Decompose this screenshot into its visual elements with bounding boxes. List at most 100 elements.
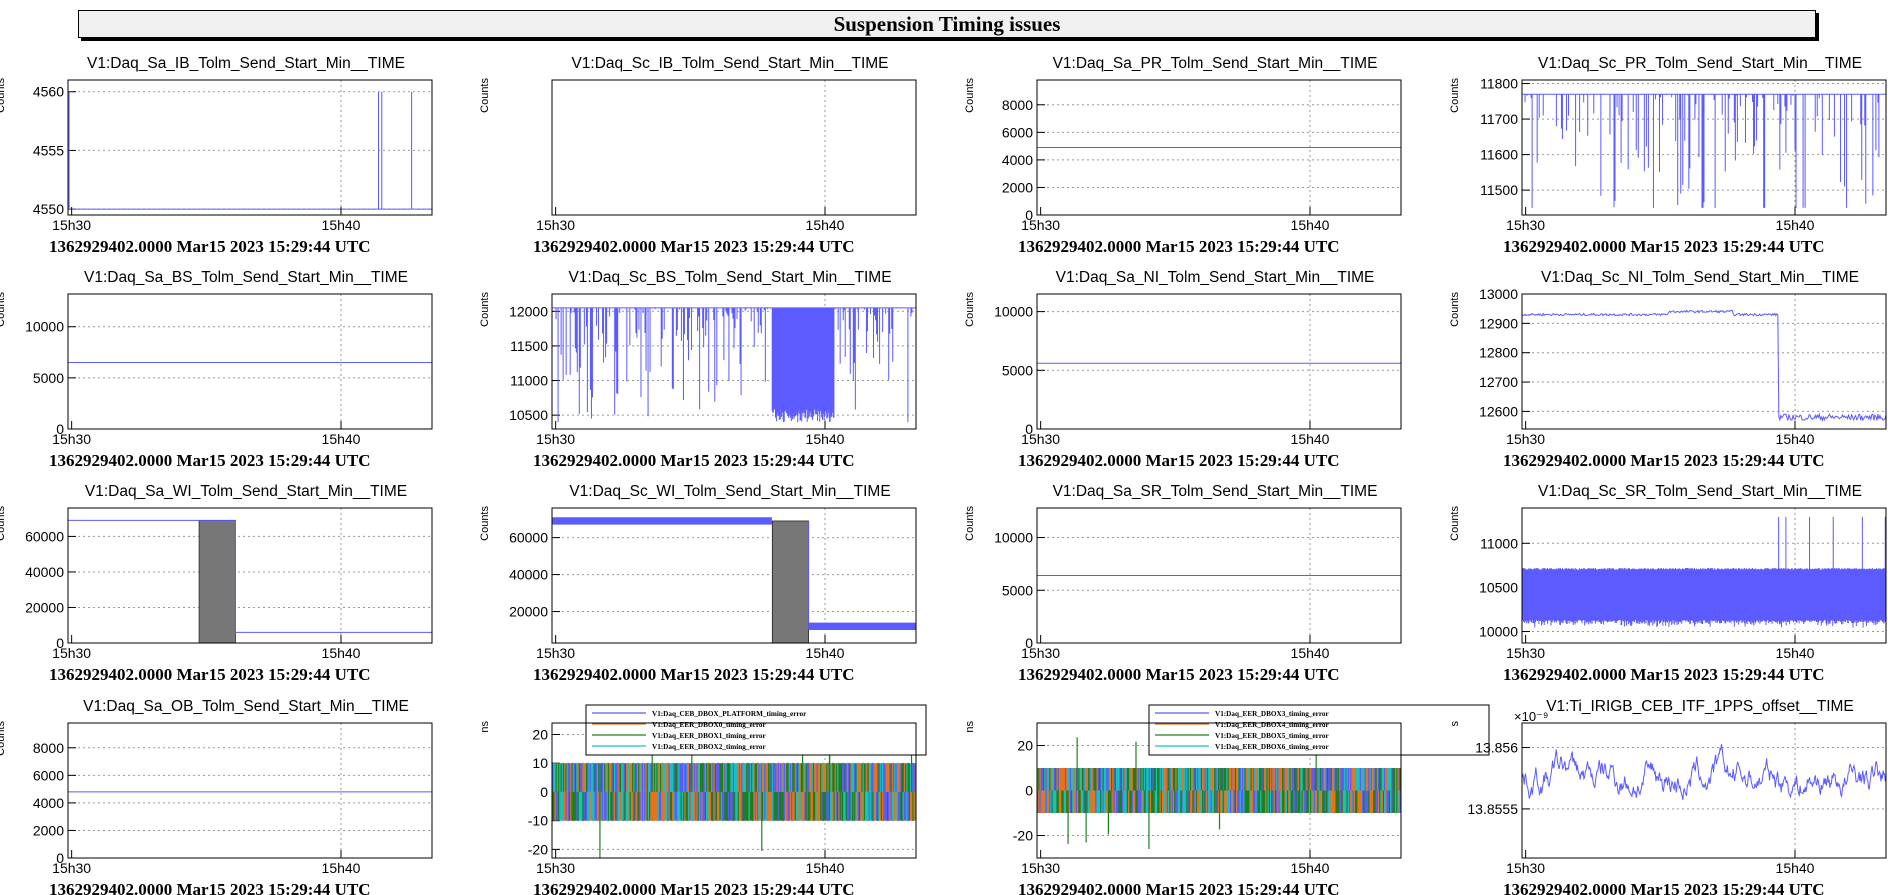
bar-segment [658,791,661,821]
chart-1: V1:Daq_Sa_IB_Tolm_Send_Start_Min__TIME Co… [0,55,433,256]
bar-segment [1330,768,1333,791]
time-origin-label: 1362929402.0000 Mar15 2023 15:29:44 UTC [49,451,371,470]
plot-data [1522,309,1886,423]
bar-segment [710,763,713,792]
bar-segment [1326,790,1329,813]
x-tick-label: 15h30 [536,217,575,233]
bar-segment [1074,790,1077,813]
bar-segment [560,791,563,821]
bar-segment [1347,790,1350,813]
bar-segment [1351,790,1354,813]
bar-segment [1178,790,1181,813]
bar-segment [1057,790,1060,813]
bar-segment [1318,790,1321,813]
bar-segment [554,763,557,792]
bar-segment [1096,790,1099,813]
bar-segment [829,763,832,792]
x-tick-label: 15h40 [1291,217,1330,233]
bar-segment [643,763,645,792]
bar-segment [560,763,563,792]
bar-segment [892,763,895,792]
bar-segment [1157,768,1159,791]
bar-segment [735,763,738,792]
bar-segment [573,763,576,792]
bar-segment [672,791,674,821]
y-tick-label: 20000 [25,599,64,615]
bar-segment [897,763,900,792]
bar-segment [640,791,643,821]
bar-segment [1073,790,1076,813]
y-axis-label: Counts [0,506,7,541]
bar-segment [1149,790,1152,813]
bar-segment [1113,790,1116,813]
bar-segment [1165,790,1168,813]
bar-segment [838,763,841,792]
bar-segment [611,791,614,821]
bar-segment [647,763,650,792]
bar-segment [626,763,628,792]
bar-segment [735,791,738,821]
bar-segment [1393,768,1396,791]
bar-segment [1168,790,1170,813]
bar-segment [1046,790,1049,813]
data-trace [1522,309,1886,423]
bar-segment [903,791,906,821]
bar-segment [1359,790,1362,813]
bar-segment [849,791,852,821]
bar-segment [795,791,798,821]
bar-segment [1177,790,1180,813]
bar-segment [789,763,792,792]
bar-segment [727,791,730,821]
bar-segment [817,763,820,792]
bar-segment [1188,790,1191,813]
bar-segment [873,791,876,821]
bar-segment [880,791,883,821]
bar-segment [741,791,744,821]
bar-segment [852,791,855,821]
bar-segment [1374,768,1377,791]
bar-segment [701,791,704,821]
bar-segment [1154,790,1157,813]
bar-segment [606,791,609,821]
bar-segment [1081,768,1084,791]
bar-segment [710,791,713,821]
bar-segment [858,791,861,821]
bar-segment [1353,768,1356,791]
bar-segment [1168,768,1170,791]
bar-segment [1386,790,1389,813]
bar-segment [767,791,770,821]
bar-segment [891,763,894,792]
x-tick-label: 15h30 [1021,645,1060,661]
bar-segment [1262,790,1265,813]
bar-segment [1280,790,1283,813]
bar-segment [786,791,788,821]
bar-segment [690,791,693,821]
bar-segment [1178,768,1181,791]
bar-segment [1254,790,1256,813]
bar-segment [1090,790,1093,813]
bar-segment [1296,790,1299,813]
bar-segment [611,763,614,792]
bar-segment [577,763,580,792]
bar-segment [639,791,642,821]
bar-segment [1379,768,1381,791]
bar-segment [889,791,892,821]
bar-segment [687,763,690,792]
bar-segment [827,763,830,792]
bar-segment [661,763,664,792]
bar-segment [570,763,573,792]
bar-segment [575,763,577,792]
bar-segment [815,791,818,821]
chart-title: V1:Daq_Sc_PR_Tolm_Send_Start_Min__TIME [1538,55,1862,72]
bar-segment [787,791,790,821]
bar-segment [1280,768,1283,791]
bar-segment [1098,768,1101,791]
bar-segment [867,763,870,792]
legend: V1:Daq_EER_DBOX3_timing_error V1:Daq_EER_… [1148,704,1490,756]
bar-segment [684,763,687,792]
bar-segment [906,791,909,821]
x-tick-label: 15h40 [1291,645,1330,661]
bar-segment [606,763,609,792]
bar-segment [877,763,879,792]
bar-segment [657,763,660,792]
